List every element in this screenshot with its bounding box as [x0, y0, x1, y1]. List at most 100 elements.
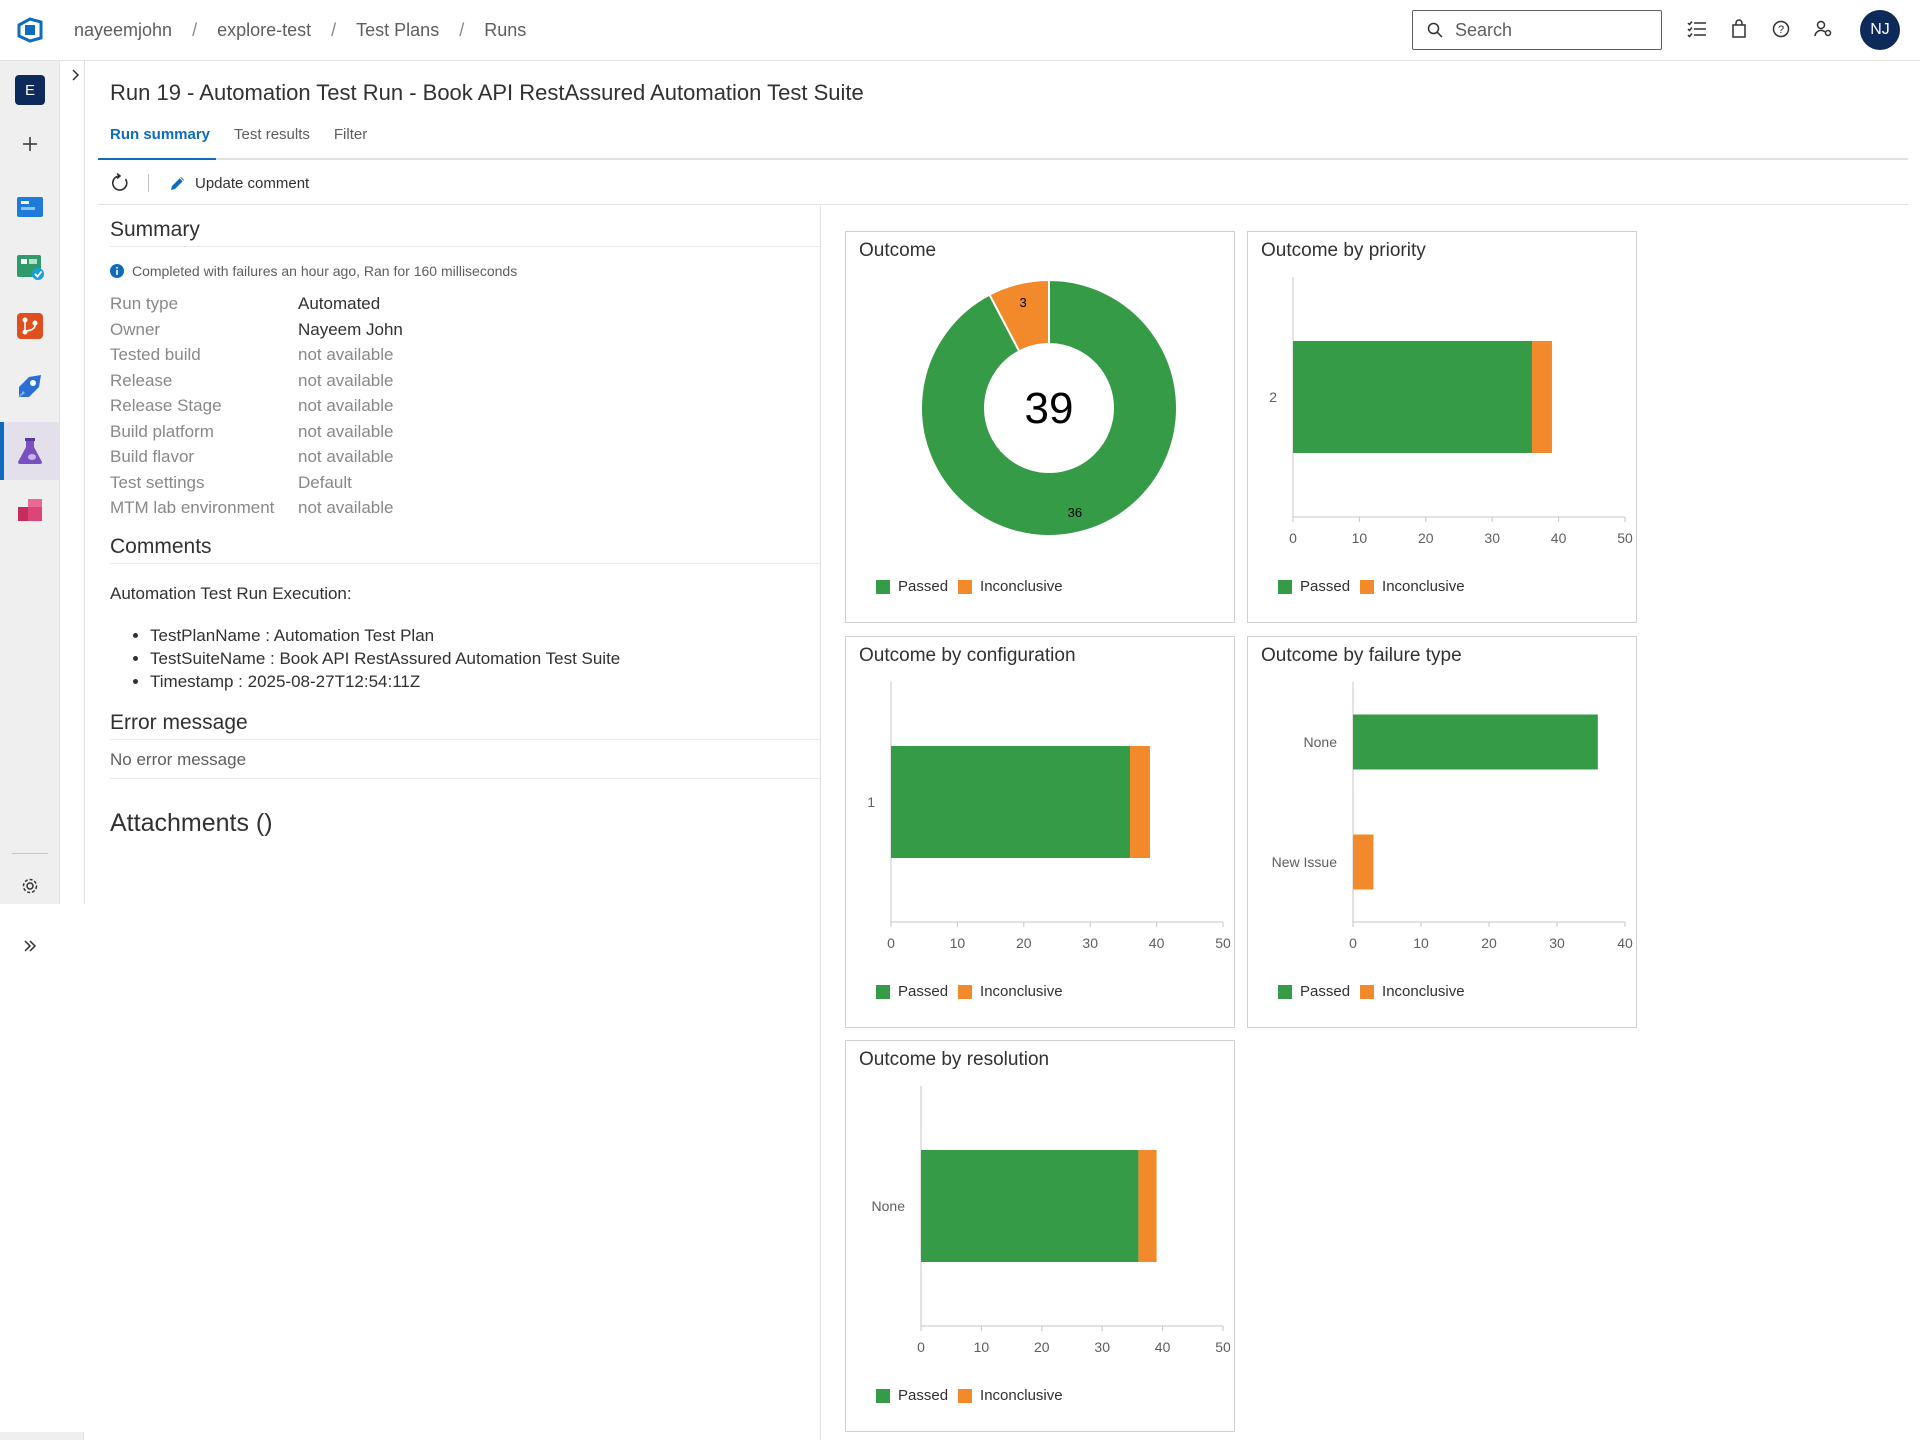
search-icon [1427, 22, 1443, 38]
legend-item-passed[interactable]: Passed [1278, 983, 1350, 1000]
nav-artifacts[interactable] [0, 485, 60, 535]
marketplace-bag-icon[interactable] [1728, 18, 1750, 40]
expand-nav-button[interactable] [0, 921, 60, 971]
legend-swatch-passed [1278, 579, 1292, 594]
tab-filter[interactable]: Filter [333, 126, 368, 143]
project-badge: E [15, 75, 45, 105]
search-box[interactable]: Search [1412, 10, 1662, 50]
outcome-by-configuration-card: Outcome by configuration 0 10 20 30 40 50 1 Pa… [845, 636, 1235, 1028]
donut-slice-inconclusive [988, 278, 1050, 353]
donut-slice-label: 36 [1068, 505, 1082, 520]
collapse-panel-button[interactable] [70, 68, 82, 87]
pencil-icon [171, 177, 184, 190]
legend-item-passed[interactable]: Passed [876, 983, 948, 1000]
azure-devops-logo-icon[interactable] [16, 16, 44, 44]
tab-bar: Run summary Test results Filter [110, 126, 367, 153]
x-tick-label: 10 [1413, 935, 1429, 951]
x-tick-label: 0 [1349, 935, 1357, 951]
breadcrumb-runs[interactable]: Runs [484, 20, 527, 40]
nav-test-plans[interactable] [0, 422, 60, 480]
chart-title: Outcome by failure type [1261, 645, 1462, 666]
nav-repos[interactable] [0, 301, 60, 351]
x-tick-label: 10 [950, 935, 966, 951]
legend-item-passed[interactable]: Passed [876, 578, 948, 595]
x-tick-label: 40 [1155, 1339, 1171, 1355]
breadcrumb-test-plans[interactable]: Test Plans [356, 20, 440, 40]
x-tick-label: 20 [1418, 530, 1434, 546]
legend-item-inconclusive[interactable]: Inconclusive [958, 578, 1063, 595]
legend-swatch-passed [1278, 984, 1292, 999]
breadcrumb-separator: / [459, 20, 465, 40]
legend-swatch-inconclusive [958, 984, 973, 999]
artifacts-icon [18, 499, 42, 521]
summary-heading: Summary [110, 218, 820, 247]
legend-label: Passed [1300, 983, 1351, 1000]
top-bar: nayeemjohn / explore-test / Test Plans /… [0, 0, 1920, 61]
donut-slice-passed [920, 278, 1178, 537]
legend-item-inconclusive[interactable]: Inconclusive [1360, 578, 1465, 595]
tab-run-summary[interactable]: Run summary [110, 126, 211, 143]
attachments-heading: Attachments () [110, 808, 273, 837]
refresh-icon[interactable] [110, 173, 130, 193]
nav-boards[interactable] [0, 241, 60, 291]
legend-label: Passed [898, 1387, 949, 1404]
toolbar-divider-line [98, 204, 1908, 205]
legend-item-passed[interactable]: Passed [876, 1387, 948, 1404]
legend-item-inconclusive[interactable]: Inconclusive [958, 1387, 1063, 1404]
tab-test-results[interactable]: Test results [234, 126, 310, 143]
x-tick-label: 0 [887, 935, 895, 951]
update-comment-button[interactable]: Update comment [169, 174, 309, 192]
project-switcher[interactable]: E [0, 65, 60, 115]
user-settings-icon[interactable] [1812, 18, 1834, 40]
legend-label: Inconclusive [980, 1387, 1063, 1404]
breadcrumb-separator: / [192, 20, 198, 40]
detail-key: Owner [110, 319, 161, 339]
legend-swatch-passed [876, 984, 890, 999]
nav-overview[interactable] [0, 181, 60, 231]
active-tab-indicator [98, 158, 216, 160]
detail-value: not available [298, 498, 394, 517]
detail-value: not available [298, 370, 394, 390]
detail-row: MTM lab environment not available [110, 495, 820, 521]
legend-item-passed[interactable]: Passed [1278, 578, 1350, 595]
chart-legend: Passed Inconclusive [876, 578, 1073, 595]
detail-value: not available [298, 345, 394, 364]
help-icon[interactable]: ? [1770, 18, 1792, 40]
y-category-label: None [1304, 734, 1338, 750]
outcome-by-failure-type-card: Outcome by failure type 0 10 20 30 40 None New… [1247, 636, 1637, 1028]
legend-swatch-inconclusive [958, 579, 973, 594]
breadcrumb-project[interactable]: explore-test [217, 20, 312, 40]
avatar[interactable]: NJ [1860, 10, 1900, 50]
y-category-label: None [872, 1198, 906, 1214]
task-list-icon[interactable] [1686, 18, 1708, 40]
detail-row: Build platform not available [110, 419, 820, 445]
breadcrumb-separator: / [331, 20, 337, 40]
comment-intro: Automation Test Run Execution: [110, 583, 352, 603]
nav-divider [12, 853, 48, 854]
outcome-chart-card: Outcome 36 3 39 Passed Inconclusive [845, 231, 1235, 623]
run-status-text: Completed with failures an hour ago, Ran… [132, 263, 518, 279]
outcome-by-configuration-chart: 0 10 20 30 40 50 1 [867, 682, 1231, 951]
donut-center-total: 39 [1025, 384, 1074, 433]
legend-swatch-inconclusive [1360, 579, 1375, 594]
breadcrumb-org[interactable]: nayeemjohn [74, 20, 173, 40]
x-tick-label: 30 [1484, 530, 1500, 546]
detail-value: not available [298, 447, 394, 466]
legend-item-inconclusive[interactable]: Inconclusive [1360, 983, 1465, 1000]
error-heading: Error message [110, 711, 820, 740]
chart-legend: Passed Inconclusive [876, 1387, 1073, 1404]
x-tick-label: 30 [1094, 1339, 1110, 1355]
new-item-button[interactable] [0, 119, 60, 169]
panel-divider [820, 904, 821, 1440]
nav-pipelines[interactable] [0, 361, 60, 411]
chart-title: Outcome by configuration [859, 645, 1076, 666]
panel-divider [820, 206, 821, 904]
test-plans-flask-icon [18, 438, 42, 464]
project-settings-button[interactable] [0, 861, 60, 911]
legend-item-inconclusive[interactable]: Inconclusive [958, 983, 1063, 1000]
svg-text:?: ? [1778, 24, 1784, 36]
error-message: No error message [110, 750, 820, 779]
detail-key: Tested build [110, 345, 201, 364]
x-tick-label: 20 [1034, 1339, 1050, 1355]
x-tick-label: 30 [1082, 935, 1098, 951]
